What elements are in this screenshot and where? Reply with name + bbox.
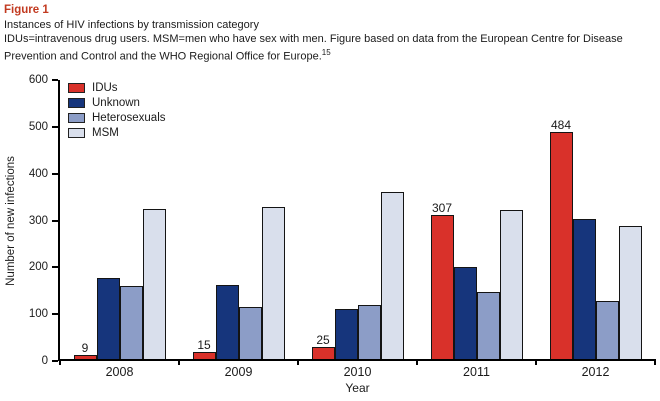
x-tick-mark-1 — [178, 359, 180, 365]
figure-note-reference: 15 — [321, 48, 331, 57]
y-tick-label-100: 100 — [28, 308, 48, 321]
x-tick-mark-2 — [297, 359, 299, 365]
bar-unknown-2012 — [572, 219, 596, 359]
y-tick-mark-600 — [52, 79, 58, 81]
bar-group-2008: 9 — [60, 80, 179, 359]
legend-label-unknown: Unknown — [92, 97, 140, 109]
x-axis-category-labels: 2008 2009 2010 2011 2012 — [60, 365, 655, 379]
y-tick-mark-100 — [52, 313, 58, 316]
y-tick-mark-300 — [52, 219, 58, 222]
x-axis-label: Year — [345, 381, 370, 395]
y-tick-label-500: 500 — [28, 120, 48, 133]
figure-title: Instances of HIV infections by transmiss… — [4, 19, 259, 31]
bar-value-label-2008: 9 — [81, 340, 89, 355]
chart-legend: IDUs Unknown Heterosexuals MSM — [68, 82, 166, 139]
y-tick-mark-400 — [52, 172, 58, 175]
legend-label-heterosexuals: Heterosexuals — [92, 112, 166, 124]
bar-msm-2008 — [142, 209, 166, 359]
bar-value-label-2009: 15 — [197, 337, 211, 352]
bar-heterosexuals-2012 — [595, 301, 619, 359]
legend-label-idus: IDUs — [92, 82, 118, 94]
legend-item-msm: MSM — [68, 127, 166, 139]
legend-label-msm: MSM — [92, 127, 119, 139]
bar-heterosexuals-2008 — [119, 286, 143, 359]
bar-value-label-2010: 25 — [316, 333, 330, 348]
legend-swatch-heterosexuals — [68, 113, 85, 123]
x-category-label-2009: 2009 — [224, 365, 253, 379]
legend-item-idus: IDUs — [68, 82, 166, 94]
y-tick-label-200: 200 — [28, 261, 48, 274]
bar-chart: Number of new infections 0 100 200 300 400 50… — [0, 74, 660, 401]
bar-unknown-2009 — [215, 285, 239, 359]
bar-unknown-2011 — [453, 267, 477, 359]
bar-group-2011: 307 — [417, 80, 536, 359]
y-tick-label-600: 600 — [28, 74, 48, 86]
x-tick-mark-3 — [416, 359, 418, 365]
figure-note-text: IDUs=intravenous drug users. MSM=men who… — [4, 33, 623, 63]
bar-unknown-2010 — [334, 308, 358, 359]
y-tick-mark-500 — [52, 125, 58, 128]
legend-swatch-unknown — [68, 98, 85, 108]
bar-group-2010: 25 — [298, 80, 417, 359]
bar-groups: 9 15 25 307 484 — [60, 80, 655, 359]
bar-idus-2008: 9 — [73, 341, 97, 359]
bar-idus-2010: 25 — [311, 333, 335, 359]
bar-msm-2011 — [499, 209, 523, 359]
legend-item-unknown: Unknown — [68, 97, 166, 109]
y-tick-mark-0 — [52, 360, 58, 362]
bar-msm-2009 — [261, 207, 285, 359]
y-tick-mark-200 — [52, 266, 58, 269]
x-category-label-2008: 2008 — [105, 365, 134, 379]
bar-value-label-2012: 484 — [550, 118, 572, 133]
bar-unknown-2008 — [96, 278, 120, 359]
x-tick-mark-0 — [59, 359, 61, 365]
bar-heterosexuals-2009 — [238, 306, 262, 359]
x-tick-mark-4 — [535, 359, 537, 365]
bar-heterosexuals-2011 — [476, 291, 500, 359]
bar-msm-2010 — [380, 191, 404, 359]
bar-group-2009: 15 — [179, 80, 298, 359]
bar-idus-2012: 484 — [549, 118, 573, 359]
figure-header: Figure 1 Instances of HIV infections by … — [4, 3, 656, 64]
legend-swatch-idus — [68, 83, 85, 93]
bar-heterosexuals-2010 — [357, 304, 381, 359]
bar-value-label-2011: 307 — [431, 201, 453, 216]
x-category-label-2012: 2012 — [581, 365, 610, 379]
legend-item-heterosexuals: Heterosexuals — [68, 112, 166, 124]
y-tick-label-0: 0 — [41, 355, 48, 367]
y-tick-label-300: 300 — [28, 214, 48, 227]
y-tick-label-400: 400 — [28, 167, 48, 180]
figure-label: Figure 1 — [4, 4, 49, 16]
x-tick-mark-5 — [654, 359, 656, 365]
figure-note: IDUs=intravenous drug users. MSM=men who… — [4, 32, 656, 64]
x-category-label-2011: 2011 — [463, 365, 490, 379]
bar-idus-2011: 307 — [430, 201, 454, 359]
bar-group-2012: 484 — [536, 80, 655, 359]
bar-idus-2009: 15 — [192, 338, 216, 359]
bar-msm-2012 — [618, 226, 642, 359]
plot-area: 0 100 200 300 400 500 600 9 15 25 307 484 2008 2009… — [29, 74, 656, 395]
legend-swatch-msm — [68, 128, 85, 138]
x-category-label-2010: 2010 — [343, 365, 372, 379]
